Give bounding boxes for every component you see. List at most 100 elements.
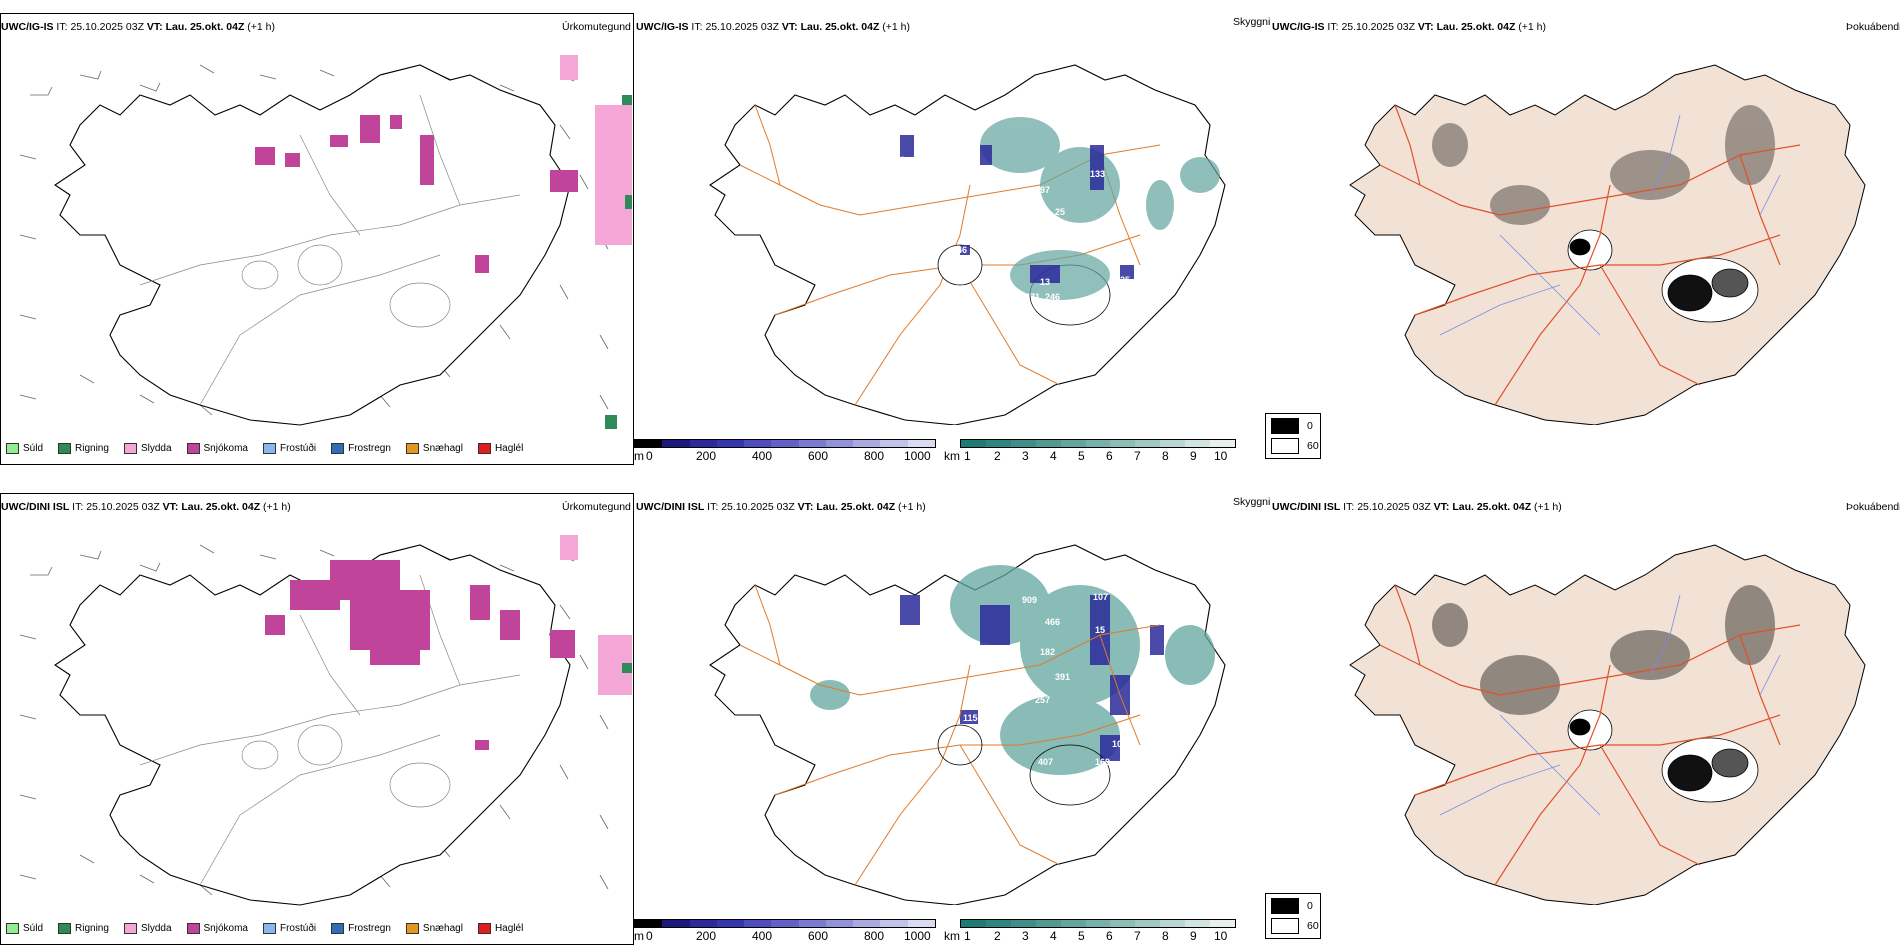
- precip-legend: Súld Rigning Slydda Snjókoma Frostúði Fr…: [6, 923, 538, 934]
- legend-label: Rigning: [75, 923, 109, 934]
- colorbar-cell: [825, 920, 854, 927]
- colorbar-cell: [907, 440, 935, 447]
- legend-swatch: [331, 923, 345, 934]
- height-label: 115: [963, 713, 978, 723]
- lead-time: (+1 h): [1518, 21, 1547, 33]
- height-label: 182: [1040, 647, 1055, 657]
- cloudbase-labels: 909 107 466 182 391 257 15 115 288 407 1…: [880, 592, 1127, 767]
- colorbar-tick: 400: [752, 929, 773, 943]
- precip-map-frame: [0, 13, 634, 465]
- colorbar-unit: m: [634, 449, 644, 463]
- colorbar-tick: 1: [964, 929, 971, 943]
- map-header: UWC/IG-IS IT: 25.10.2025 03Z VT: Lau. 25…: [1, 21, 275, 34]
- colorbar-tick: 7: [1134, 929, 1141, 943]
- vt-label: VT:: [162, 501, 179, 513]
- colorbar-cell: [744, 440, 772, 447]
- fog-indicator-map: [1349, 64, 1866, 425]
- map-header: UWC/IG-IS IT: 25.10.2025 03Z VT: Lau. 25…: [636, 21, 910, 34]
- model-name: UWC/DINI ISL: [1, 501, 70, 513]
- model-name: UWC/IG-IS: [636, 21, 689, 33]
- legend-item: Haglél: [477, 923, 524, 934]
- fog-key-value: 0: [1307, 900, 1313, 912]
- legend-label: Súld: [23, 923, 44, 934]
- colorbar-tick: 800: [864, 449, 885, 463]
- colorbar-cell: [1010, 920, 1036, 927]
- legend-item: Súld: [6, 923, 43, 934]
- height-label: 133: [1090, 169, 1105, 179]
- rain-areas: [622, 663, 632, 673]
- legend-label: Haglél: [494, 923, 524, 934]
- height-label: 25: [1055, 207, 1065, 217]
- height-label: 146: [952, 245, 967, 255]
- rivers: [1439, 594, 1781, 816]
- legend-label: Súld: [23, 443, 44, 454]
- legend-swatch: [331, 443, 345, 454]
- sleet-areas: [560, 535, 632, 695]
- colorbar-cell: [961, 920, 986, 927]
- colorbar-cell: [662, 920, 690, 927]
- colorbar-cell: [825, 440, 854, 447]
- legend-label: Rigning: [75, 443, 109, 454]
- fog-shading: [1432, 105, 1775, 225]
- legend-item: Snjókoma: [186, 923, 248, 934]
- cloudbase-colorbar-strip: [634, 919, 936, 928]
- vt-value: Lau. 25.okt. 04Z: [1436, 21, 1516, 33]
- colorbar-cell: [716, 920, 745, 927]
- legend-label: Snjókoma: [203, 923, 248, 934]
- legend-swatch: [405, 443, 419, 454]
- colorbar-tick: 1000: [904, 449, 931, 463]
- height-label: 909: [1022, 595, 1037, 605]
- sleet-areas: [560, 55, 632, 245]
- it-label: IT:: [1343, 501, 1355, 513]
- lead-time: (+1 h): [898, 501, 926, 513]
- legend-item: Slydda: [123, 443, 172, 454]
- legend-label: Frostúði: [279, 923, 317, 934]
- colorbar-cell: [1110, 920, 1136, 927]
- glaciers: [937, 724, 1111, 806]
- colorbar-tick: 2: [994, 929, 1001, 943]
- lead-time: (+1 h): [1534, 501, 1562, 513]
- fog-key: 0 60: [1265, 893, 1321, 939]
- colorbar-unit: m: [634, 929, 644, 943]
- legend-label: Snæhagl: [422, 923, 463, 934]
- legend-item: Snæhagl: [405, 923, 463, 934]
- legend-item: Frostúði: [262, 443, 316, 454]
- cloudbase-areas: [900, 135, 1134, 283]
- cloudbase-colorbar: m 0 200 400 600 800 1000: [634, 439, 936, 465]
- vt-value: Lau. 25.okt. 04Z: [1452, 501, 1532, 513]
- cloudbase-colorbar: m 0 200 400 600 800 1000: [634, 919, 936, 945]
- it-value: 25.10.2025 03Z: [721, 501, 795, 513]
- colorbar-tick: 6: [1106, 929, 1113, 943]
- height-label: 125: [1115, 275, 1130, 285]
- height-label: 97: [1060, 309, 1070, 319]
- visibility-colorbar-strip: [960, 439, 1236, 448]
- roads: [1379, 104, 1801, 406]
- precip-type-map: [19, 535, 632, 906]
- legend-item: Frostregn: [331, 923, 391, 934]
- height-label: 246: [1045, 292, 1060, 302]
- it-value: 25.10.2025 03Z: [86, 501, 160, 513]
- fog-key-swatch: [1271, 438, 1299, 454]
- colorbar-cell: [716, 440, 745, 447]
- map-header: UWC/DINI ISL IT: 25.10.2025 03Z VT: Lau.…: [1, 501, 291, 514]
- legend-label: Frostregn: [348, 923, 391, 934]
- fog-key-swatch: [1271, 918, 1299, 934]
- height-label: 257: [1035, 695, 1050, 705]
- colorbar-unit: km: [944, 449, 960, 463]
- colorbar-cell: [635, 920, 663, 927]
- colorbar-cell: [689, 920, 717, 927]
- height-label: 288: [880, 672, 895, 682]
- glaciers: [1567, 709, 1759, 803]
- legend-item: Frostregn: [331, 443, 391, 454]
- colorbar-tick: 9: [1190, 929, 1197, 943]
- colorbar-cell: [1110, 440, 1136, 447]
- vt-label: VT:: [1417, 21, 1434, 33]
- colorbar-cell: [1185, 440, 1211, 447]
- cloudbase-colorbar-strip: [634, 439, 936, 448]
- precip-type-map: [19, 55, 632, 429]
- iceland-coast: [54, 544, 571, 906]
- colorbar-tick: 0: [646, 449, 653, 463]
- vt-value: Lau. 25.okt. 04Z: [181, 501, 261, 513]
- visibility-colorbar: km 1 2 3 4 5 6 7 8 9 10: [944, 439, 1236, 465]
- colorbar-cell: [1085, 440, 1111, 447]
